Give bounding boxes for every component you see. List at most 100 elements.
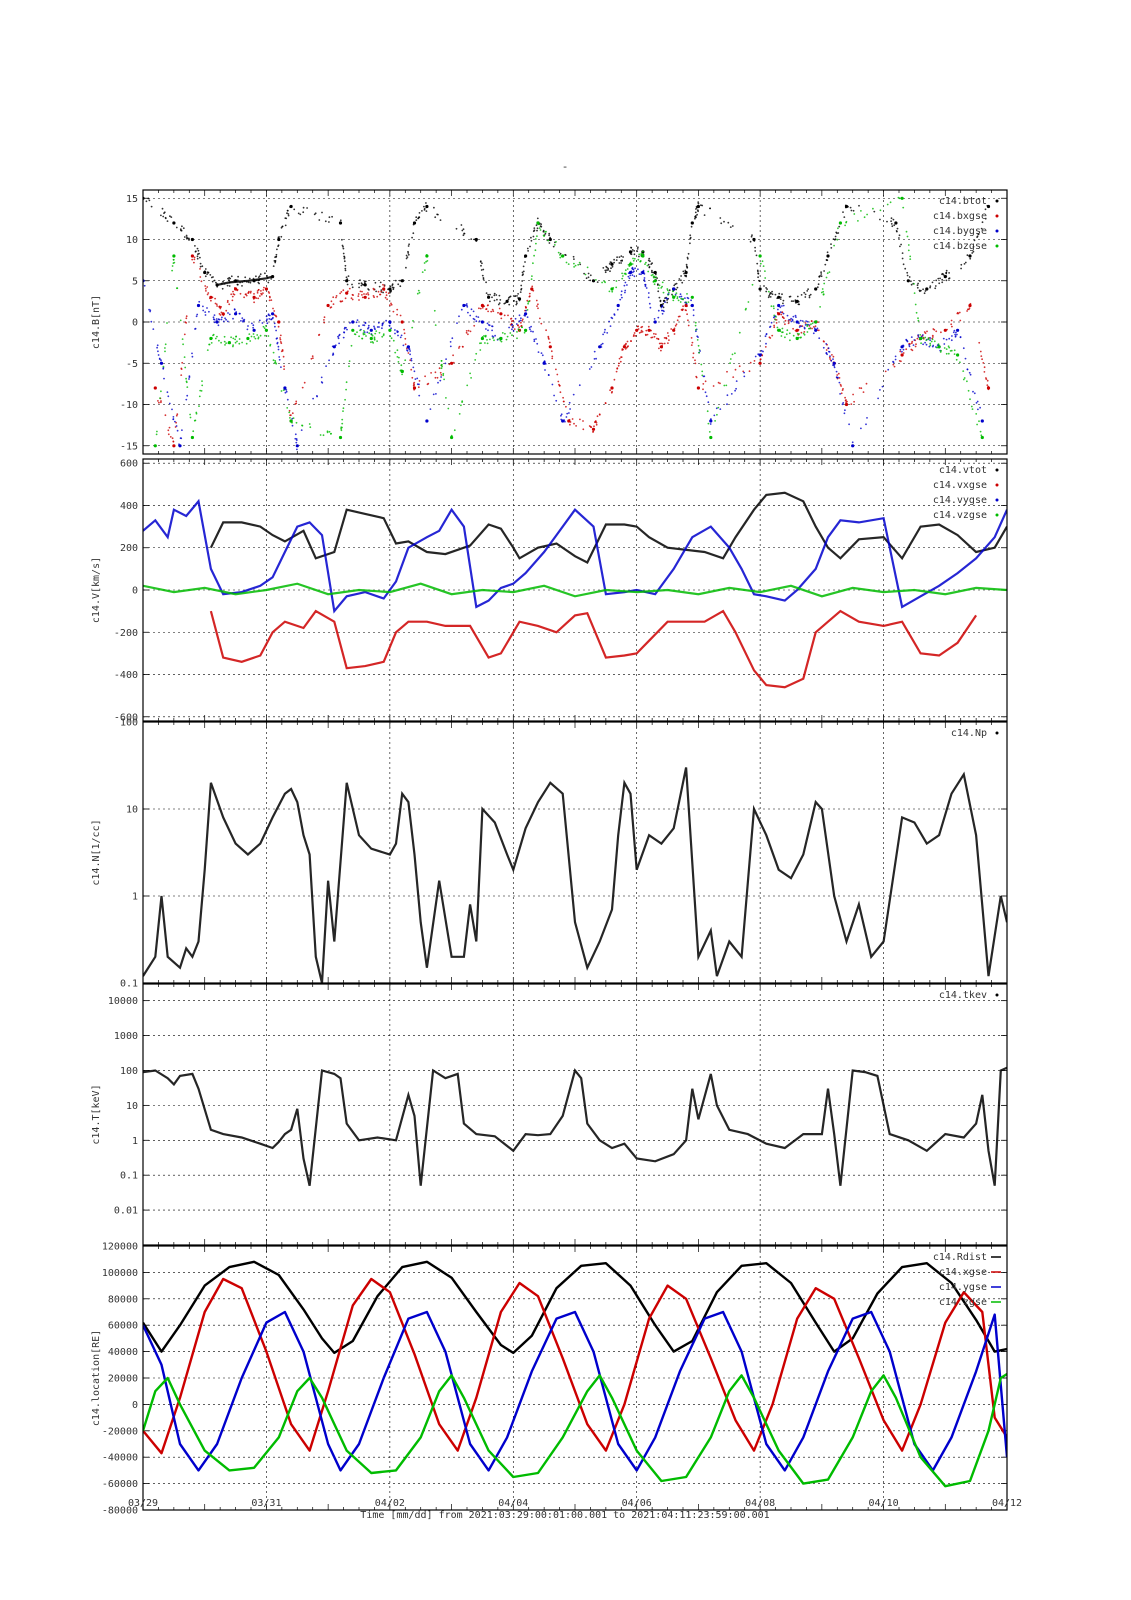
scatter-dot: [510, 317, 513, 320]
scatter-dot: [346, 283, 349, 286]
scatter-dot: [802, 332, 805, 335]
scatter-dot: [487, 310, 489, 313]
scatter-dot: [536, 305, 538, 307]
y-tick-label: 10000: [108, 996, 138, 1007]
scatter-dot: [830, 243, 832, 246]
scatter-dot: [272, 351, 275, 354]
scatter-dot: [210, 342, 213, 344]
y-tick-label: 60000: [108, 1321, 138, 1332]
scatter-dot: [521, 318, 524, 321]
scatter-dot: [355, 321, 358, 324]
scatter-dot: [616, 256, 618, 259]
scatter-dot: [553, 394, 555, 397]
scatter-dot: [951, 335, 953, 337]
scatter-dot: [535, 299, 538, 302]
scatter-dot: [640, 331, 642, 334]
scatter-dot: [784, 319, 787, 322]
scatter-dot: [668, 289, 671, 292]
scatter-dot: [595, 357, 597, 360]
scatter-dot: [552, 245, 555, 248]
scatter-dot: [344, 398, 346, 401]
scatter-dot: [782, 299, 785, 302]
scatter-dot: [498, 307, 501, 310]
scatter-dot: [199, 268, 201, 270]
scatter-dot: [382, 291, 384, 294]
scatter-dot: [157, 354, 160, 356]
scatter-dot: [481, 303, 484, 306]
y-axis-label: c14.T[keV]: [91, 1084, 102, 1144]
scatter-dot: [610, 267, 612, 270]
x-tick-label: 04/08: [745, 1498, 775, 1509]
scatter-dot: [350, 297, 353, 300]
scatter-dot: [981, 358, 983, 361]
scatter-dot: [738, 331, 741, 334]
scatter-dot: [394, 332, 396, 335]
scatter-dot: [363, 324, 366, 327]
scatter-dot: [192, 430, 195, 433]
scatter-dot: [772, 305, 775, 308]
legend-label: c14.xgse: [939, 1267, 987, 1278]
scatter-dot: [414, 378, 417, 380]
scatter-dot: [927, 337, 930, 340]
scatter-dot: [191, 352, 193, 355]
scatter-dot: [845, 221, 847, 224]
scatter-dot: [545, 329, 547, 332]
scatter-dot: [975, 402, 978, 404]
scatter-dot: [487, 293, 489, 296]
scatter-dot: [344, 269, 347, 272]
scatter-dot: [180, 437, 183, 440]
scatter-dot: [844, 224, 846, 227]
scatter-dot: [593, 350, 596, 353]
scatter-dot: [311, 355, 314, 358]
scatter-dot: [290, 414, 292, 416]
scatter-dot: [613, 258, 615, 261]
scatter-dot: [361, 296, 364, 299]
scatter-dot: [645, 261, 647, 264]
data-point: [561, 254, 565, 258]
scatter-dot: [937, 277, 940, 280]
scatter-dot: [418, 383, 420, 386]
scatter-dot: [563, 419, 566, 422]
scatter-dot: [228, 313, 231, 316]
scatter-dot: [796, 300, 799, 302]
scatter-dot: [196, 255, 199, 258]
scatter-dot: [267, 313, 270, 316]
scatter-dot: [685, 263, 688, 266]
scatter-dot: [630, 270, 633, 273]
scatter-dot: [593, 425, 595, 428]
scatter-dot: [232, 337, 235, 340]
scatter-dot: [375, 290, 377, 293]
scatter-dot: [822, 340, 825, 342]
scatter-dot: [331, 354, 334, 356]
data-point: [653, 279, 657, 283]
scatter-dot: [164, 347, 166, 349]
scatter-dot: [624, 272, 627, 275]
scatter-dot: [860, 387, 863, 390]
scatter-dot: [786, 314, 789, 317]
scatter-dot: [306, 207, 308, 209]
scatter-dot: [399, 285, 402, 288]
scatter-dot: [872, 207, 874, 210]
scatter-dot: [265, 325, 267, 327]
scatter-dot: [503, 314, 506, 317]
scatter-dot: [618, 357, 621, 360]
scatter-dot: [751, 283, 754, 286]
y-tick-label: 100: [120, 718, 138, 729]
scatter-dot: [232, 345, 234, 348]
scatter-dot: [466, 304, 468, 307]
scatter-dot: [367, 292, 369, 294]
y-tick-label: 1: [132, 1136, 138, 1147]
scatter-dot: [421, 210, 423, 212]
scatter-dot: [452, 361, 455, 364]
scatter-dot: [719, 217, 722, 219]
scatter-dot: [916, 286, 919, 289]
scatter-dot: [228, 276, 231, 279]
scatter-dot: [228, 303, 231, 306]
scatter-dot: [373, 327, 376, 329]
scatter-dot: [328, 430, 331, 433]
data-point: [653, 320, 657, 324]
y-axis-label: c14.B[nT]: [91, 295, 102, 349]
scatter-dot: [434, 376, 437, 379]
scatter-dot: [768, 294, 771, 297]
scatter-dot: [707, 422, 710, 425]
